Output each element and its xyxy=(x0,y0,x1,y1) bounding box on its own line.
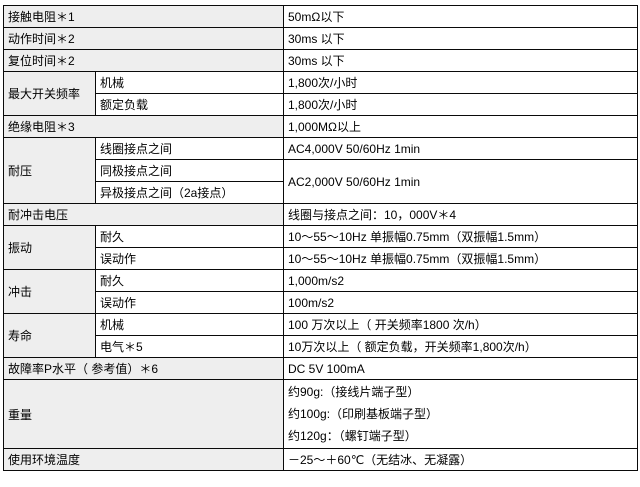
page: 接触电阻＊1 50mΩ以下 动作时间＊2 30ms 以下 复位时间＊2 30ms 以下 最大… xyxy=(3,5,638,471)
table-row: 绝缘电阻＊3 1,000MΩ以上 xyxy=(3,115,638,138)
table-row: 额定负载 1,800次/小时 xyxy=(4,93,638,116)
spec-sub-label: 误动作 xyxy=(95,247,284,270)
spec-sub-label: 误动作 xyxy=(95,291,284,314)
spec-sub-label: 异极接点之间（2a接点） xyxy=(95,181,284,204)
spec-value: 50mΩ以下 xyxy=(283,5,638,28)
spec-value: 线圈与接点之间：10，000V＊4 xyxy=(283,203,638,226)
table-row: 冲击 耐久 1,000m/s2 xyxy=(3,269,638,314)
spec-row-label: 耐压 xyxy=(3,137,96,204)
table-row: 误动作 10～55～10Hz 单振幅0.75mm（双振幅1.5mm） xyxy=(4,247,638,270)
spec-value-line: 约100g:（印刷基板端子型） xyxy=(288,407,439,421)
spec-sub-label: 线圈接点之间 xyxy=(95,137,284,160)
table-row: 寿命 机械 100 万次以上（ 开关频率1800 次/h） xyxy=(3,313,638,358)
table-row: 误动作 100m/s2 xyxy=(4,291,638,314)
spec-value-line: 约120g：（螺钉端子型） xyxy=(288,429,417,443)
spec-value: 30ms 以下 xyxy=(283,49,638,72)
spec-table: 接触电阻＊1 50mΩ以下 动作时间＊2 30ms 以下 复位时间＊2 30ms 以下 最大… xyxy=(3,5,638,471)
table-row: 振动 耐久 10～55～10Hz 单振幅0.75mm（双振幅1.5mm） xyxy=(3,225,638,270)
spec-row-label: 寿命 xyxy=(3,313,96,358)
table-row: 耐冲击电压 线圈与接点之间：10，000V＊4 xyxy=(3,203,638,226)
table-row: 接触电阻＊1 50mΩ以下 xyxy=(3,5,638,28)
table-row: 重量 约90g:（接线片端子型） 约100g:（印刷基板端子型） 约120g：（螺钉端… xyxy=(3,379,638,449)
spec-row-label: 重量 xyxy=(3,379,284,449)
spec-value: 10万次以上（ 额定负载，开关频率1,800次/h） xyxy=(283,335,638,358)
table-row: 异极接点之间（2a接点） xyxy=(4,181,638,204)
table-row: 耐压 线圈接点之间 AC4,000V 50/60Hz 1min xyxy=(3,137,638,204)
table-row: 故障率P水平（ 参考值）＊6 DC 5V 100mA xyxy=(3,357,638,380)
spec-value: －25～＋60℃（无结冰、无凝露） xyxy=(283,448,638,471)
spec-sub-label: 耐久 xyxy=(95,269,284,292)
spec-value: DC 5V 100mA xyxy=(283,357,638,380)
table-row: 复位时间＊2 30ms 以下 xyxy=(3,49,638,72)
spec-value: 1,800次/小时 xyxy=(283,93,638,116)
spec-sub-label: 耐久 xyxy=(95,225,284,248)
spec-row-label: 使用环境温度 xyxy=(3,448,284,471)
spec-row-label: 冲击 xyxy=(3,269,96,314)
table-row: 使用环境温度 －25～＋60℃（无结冰、无凝露） xyxy=(3,448,638,471)
spec-table-body: 接触电阻＊1 50mΩ以下 动作时间＊2 30ms 以下 复位时间＊2 30ms 以下 最大… xyxy=(3,5,638,471)
table-row: 电气＊5 10万次以上（ 额定负载，开关频率1,800次/h） xyxy=(4,335,638,358)
spec-sub-label: 机械 xyxy=(95,313,284,336)
spec-value: 1,000m/s2 xyxy=(283,269,638,292)
spec-row-label: 绝缘电阻＊3 xyxy=(3,115,284,138)
spec-sub-label: 额定负载 xyxy=(95,93,284,116)
spec-value: 100 万次以上（ 开关频率1800 次/h） xyxy=(283,313,638,336)
table-row: 最大开关频率 机械 1,800次/小时 xyxy=(3,71,638,116)
spec-value: AC2,000V 50/60Hz 1min xyxy=(283,159,638,204)
spec-value: 100m/s2 xyxy=(283,291,638,314)
spec-value: 1,800次/小时 xyxy=(283,71,638,94)
spec-row-label: 最大开关频率 xyxy=(3,71,96,116)
spec-row-label: 动作时间＊2 xyxy=(3,27,284,50)
spec-sub-label: 电气＊5 xyxy=(95,335,284,358)
spec-sub-label: 同极接点之间 xyxy=(95,159,284,182)
spec-value: 约90g:（接线片端子型） 约100g:（印刷基板端子型） 约120g：（螺钉端子型… xyxy=(283,379,638,449)
spec-row-label: 复位时间＊2 xyxy=(3,49,284,72)
spec-row-label: 接触电阻＊1 xyxy=(3,5,284,28)
spec-value: 10～55～10Hz 单振幅0.75mm（双振幅1.5mm） xyxy=(283,247,638,270)
spec-value: AC4,000V 50/60Hz 1min xyxy=(283,137,638,160)
spec-value: 10～55～10Hz 单振幅0.75mm（双振幅1.5mm） xyxy=(283,225,638,248)
spec-row-label: 耐冲击电压 xyxy=(3,203,284,226)
spec-row-label: 振动 xyxy=(3,225,96,270)
spec-sub-label: 机械 xyxy=(95,71,284,94)
spec-row-label: 故障率P水平（ 参考值）＊6 xyxy=(3,357,284,380)
spec-value-line: 约90g:（接线片端子型） xyxy=(288,385,420,399)
table-row: 同极接点之间 AC2,000V 50/60Hz 1min xyxy=(4,159,638,204)
table-row: 动作时间＊2 30ms 以下 xyxy=(3,27,638,50)
spec-value: 30ms 以下 xyxy=(283,27,638,50)
spec-value: 1,000MΩ以上 xyxy=(283,115,638,138)
